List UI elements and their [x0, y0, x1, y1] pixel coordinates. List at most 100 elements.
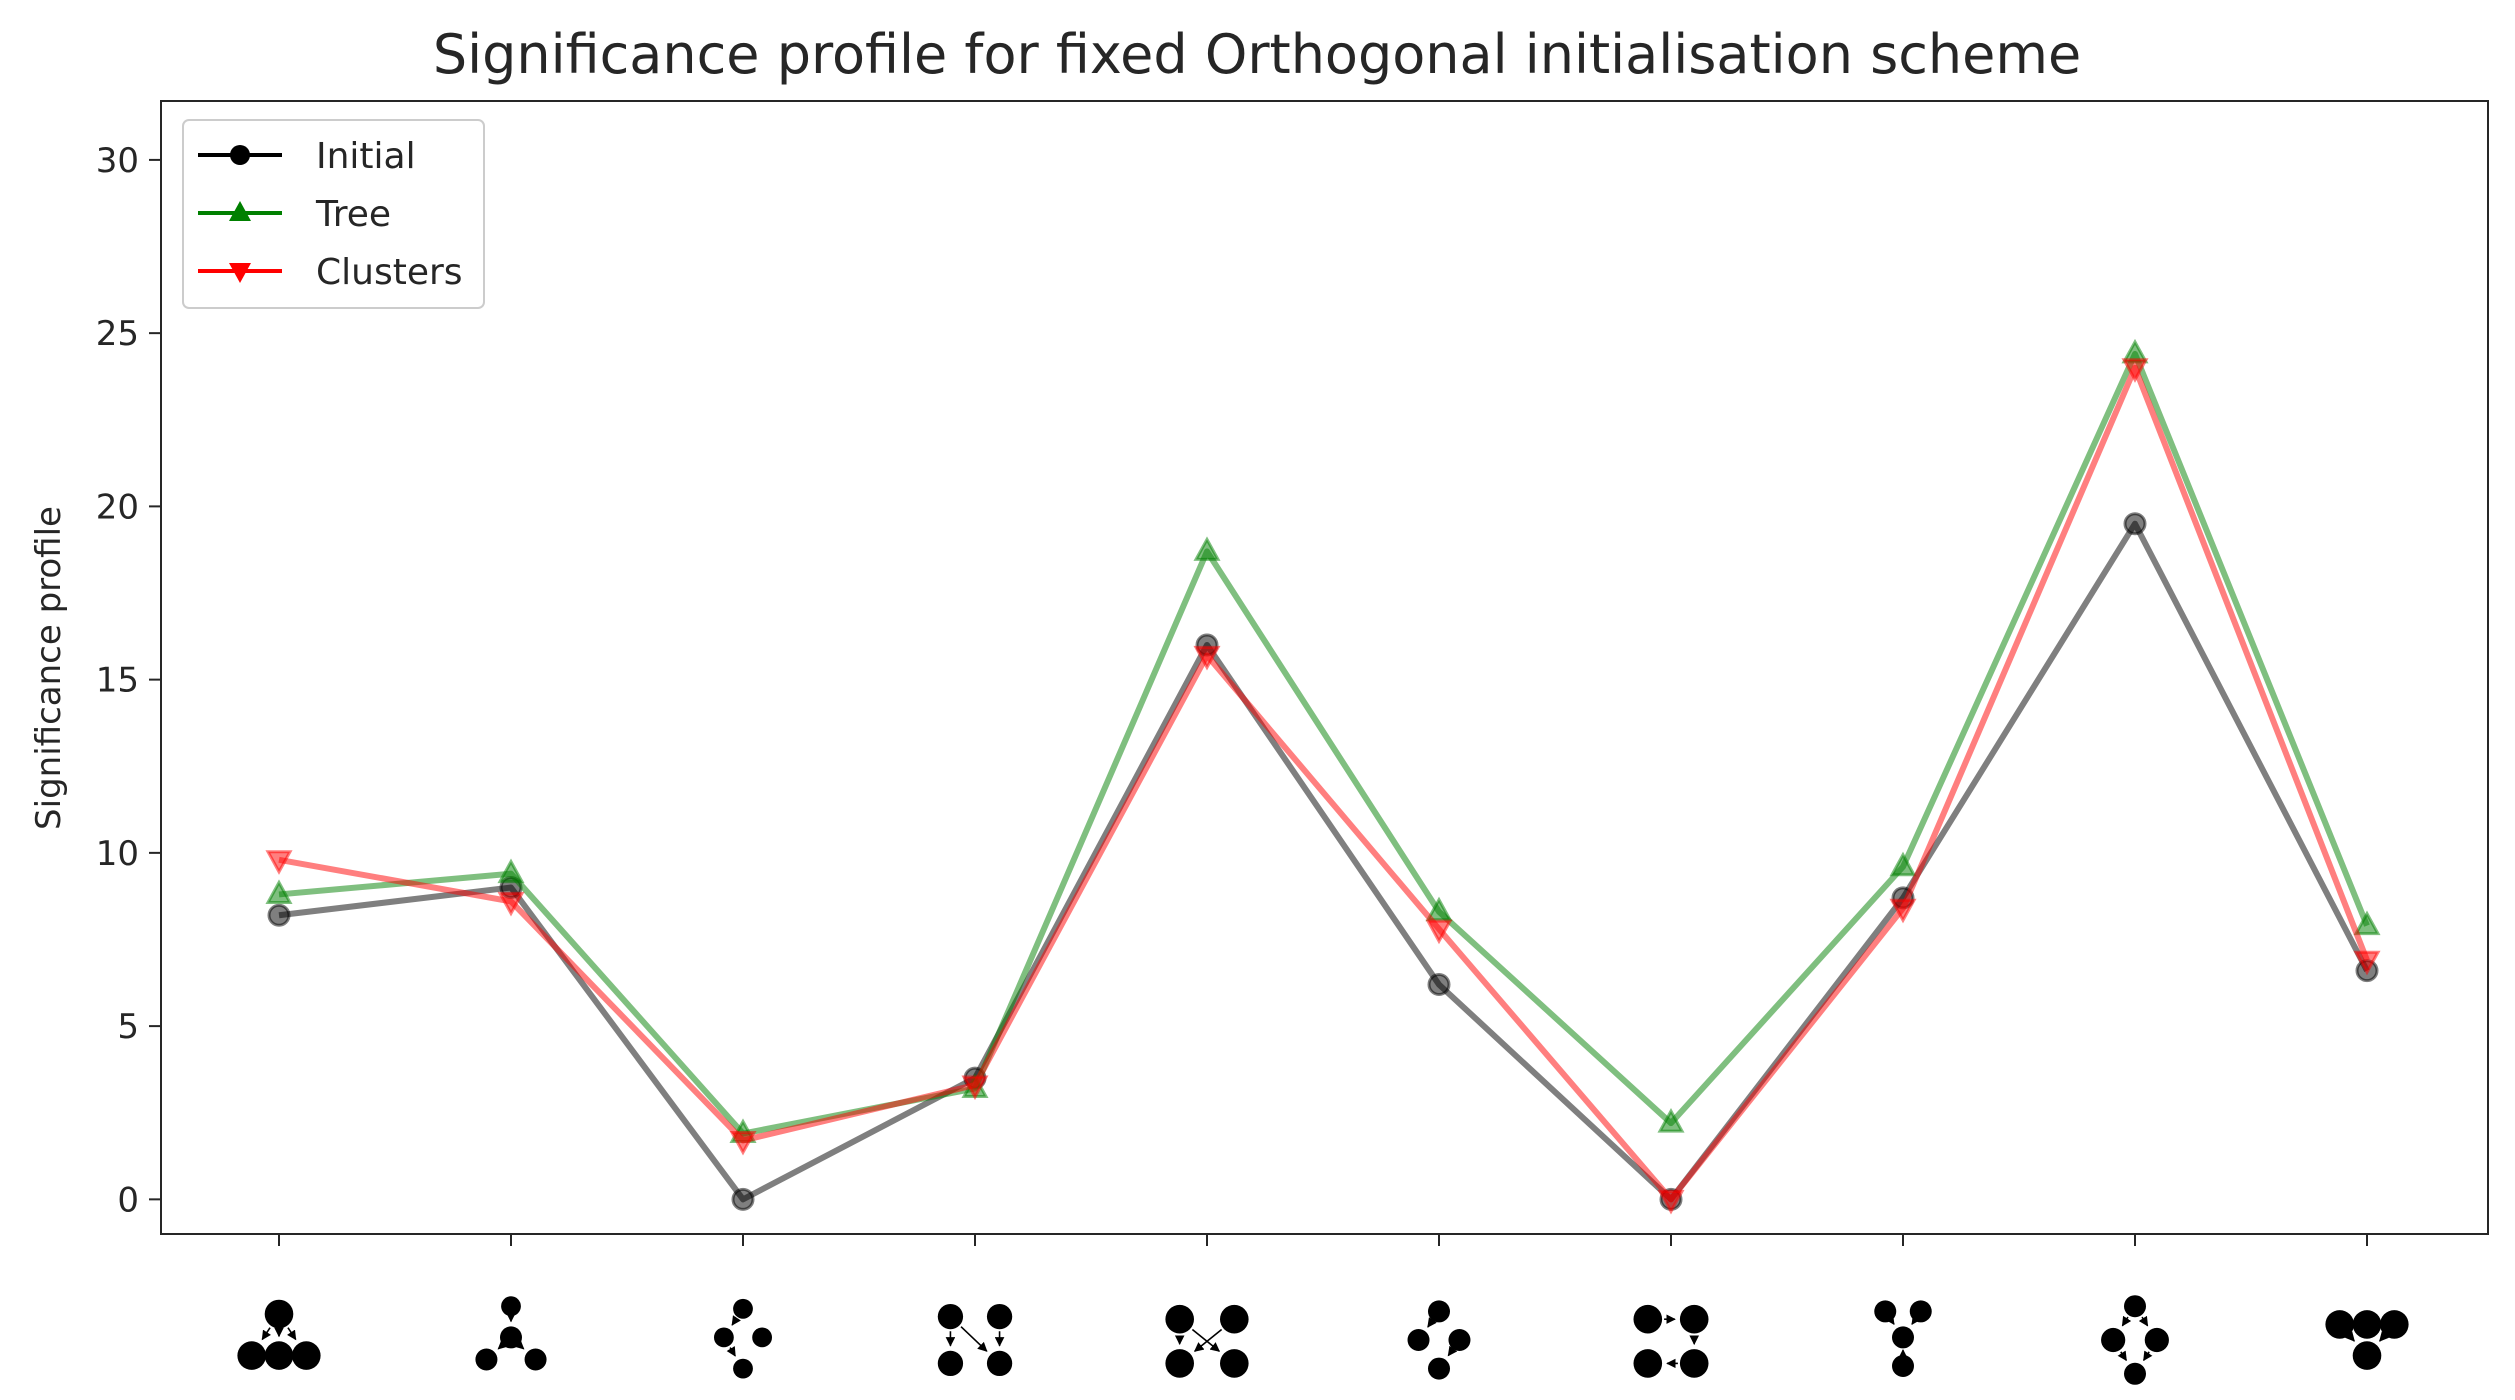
data-point [497, 891, 525, 917]
data-point [1193, 536, 1221, 561]
series-tree [265, 338, 2381, 1144]
motif-node [986, 1350, 1013, 1377]
motif-edge [2117, 1350, 2127, 1362]
motif-edge [286, 1327, 297, 1341]
data-point [1657, 1108, 1685, 1133]
motif-node [1892, 1355, 1914, 1377]
motif-icon-1 [237, 1299, 321, 1370]
motif-edge [497, 1339, 508, 1350]
motif-edge [1427, 1317, 1437, 1328]
legend-box [182, 119, 485, 309]
motif-node [733, 1298, 753, 1319]
y-tick-label: 10 [96, 834, 139, 874]
motif-node [2101, 1327, 2126, 1353]
motif-node [2124, 1295, 2146, 1318]
series-layer [265, 338, 2381, 1215]
data-point [265, 850, 293, 875]
motif-edge [1193, 1328, 1223, 1352]
data-point [267, 903, 291, 927]
motif-node [264, 1299, 294, 1329]
motif-node [524, 1348, 547, 1371]
motif-icon-2 [475, 1296, 547, 1371]
legend-label: Clusters [316, 252, 463, 293]
legend-marker [230, 145, 250, 165]
series-clusters [265, 358, 2381, 1215]
motif-icon-9 [2101, 1295, 2169, 1385]
motif-icon-10 [2325, 1310, 2409, 1370]
motif-edge [2121, 1315, 2132, 1327]
motif-node [1633, 1304, 1663, 1334]
series-line [278, 350, 2370, 1137]
y-tick-label: 30 [96, 141, 139, 181]
motif-node [237, 1341, 266, 1370]
y-tick-label: 25 [96, 314, 139, 354]
data-point [2353, 910, 2381, 936]
motif-node [500, 1326, 522, 1349]
y-axis: 0 5 10 15 20 25 30 [96, 141, 161, 1220]
motif-edge [2344, 1331, 2355, 1342]
motif-edge [960, 1326, 988, 1352]
chart-title: Significance profile for fixed Orthogona… [433, 23, 2081, 86]
motif-node [1448, 1329, 1471, 1351]
data-point [2121, 358, 2149, 383]
motif-edge [1191, 1328, 1221, 1352]
motif-edge [2143, 1350, 2153, 1362]
motif-node [1874, 1300, 1897, 1323]
motif-node [1633, 1349, 1663, 1378]
motif-node [1679, 1304, 1709, 1334]
motif-icons [237, 1295, 2409, 1385]
motif-node [2124, 1362, 2146, 1385]
motif-node [2352, 1341, 2382, 1370]
data-point [1889, 898, 1917, 924]
motif-edge [1885, 1314, 1895, 1325]
motif-edge [261, 1327, 272, 1341]
motif-icon-7 [1633, 1304, 1709, 1378]
motif-node [2380, 1310, 2409, 1339]
motif-node [2325, 1310, 2354, 1339]
data-point [1427, 973, 1451, 997]
data-point [731, 1187, 755, 1211]
motif-node [1220, 1349, 1249, 1378]
series-line [278, 520, 2370, 1203]
data-point [265, 879, 293, 904]
motif-icon-3 [713, 1298, 773, 1379]
motif-node [1220, 1304, 1249, 1334]
motif-node [1892, 1326, 1914, 1349]
motif-node [713, 1327, 734, 1348]
motif-node [937, 1350, 964, 1377]
motif-node [1165, 1304, 1194, 1334]
motif-node [937, 1303, 964, 1330]
motif-edge [731, 1315, 741, 1326]
y-tick-label: 15 [96, 661, 139, 701]
motif-node [1428, 1357, 1450, 1380]
legend-entry-initial: Initial [198, 136, 416, 177]
legend-entry-tree: Tree [198, 194, 391, 235]
y-tick-label: 0 [117, 1180, 139, 1220]
motif-node [501, 1296, 521, 1317]
motif-node [2144, 1327, 2169, 1353]
legend-entry-clusters: Clusters [198, 252, 463, 293]
motif-node [1679, 1349, 1709, 1378]
y-tick-label: 20 [96, 487, 139, 527]
y-tick-label: 5 [117, 1007, 139, 1047]
data-point [961, 1075, 989, 1101]
motif-icon-5 [1165, 1304, 1249, 1378]
motif-node [752, 1327, 773, 1348]
motif-edge [2138, 1315, 2149, 1327]
data-point [1657, 1189, 1685, 1215]
series-line [278, 364, 2370, 1203]
legend-marker [229, 263, 251, 283]
motif-edge [1911, 1314, 1921, 1325]
motif-icon-4 [937, 1303, 1013, 1377]
motif-node [264, 1341, 294, 1370]
legend: Initial Tree Clusters [182, 119, 485, 309]
y-axis-label: Significance profile [29, 506, 69, 830]
motif-node [475, 1348, 498, 1371]
motif-node [1407, 1329, 1430, 1351]
legend-label: Initial [316, 136, 416, 177]
motif-icon-6 [1407, 1300, 1471, 1380]
legend-label: Tree [315, 194, 391, 235]
motif-node [986, 1303, 1013, 1330]
data-point [1425, 919, 1453, 945]
